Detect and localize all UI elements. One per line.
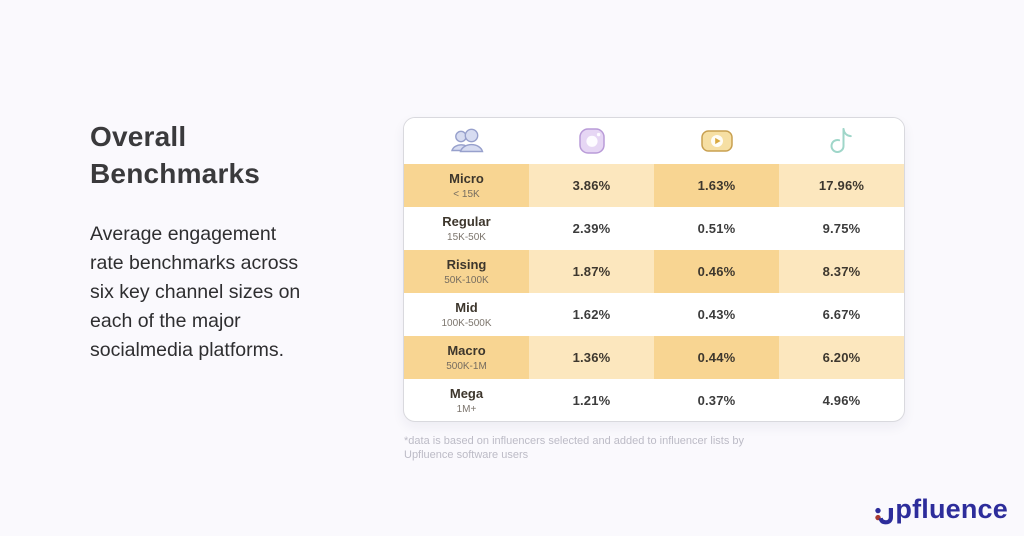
engagement-value: 1.63% — [697, 178, 736, 193]
table-row: Mid 100K-500K 1.62% 0.43% 6.67% — [404, 293, 904, 336]
footnote-line: *data is based on influencers selected a… — [404, 435, 744, 447]
instagram-value-cell: 1.21% — [529, 379, 654, 421]
engagement-value: 6.20% — [822, 350, 861, 365]
youtube-value-cell: 0.46% — [654, 250, 779, 293]
description-line: each of the major — [90, 310, 241, 332]
audience-icon — [447, 126, 487, 156]
data-source-note: *data is based on influencers selected a… — [404, 434, 744, 462]
engagement-value: 1.87% — [572, 264, 611, 279]
engagement-value: 1.36% — [572, 350, 611, 365]
tier-name: Micro — [449, 170, 484, 186]
engagement-value: 0.46% — [697, 264, 736, 279]
youtube-value-cell: 0.44% — [654, 336, 779, 379]
instagram-icon — [577, 126, 607, 156]
tier-range: 500K-1M — [446, 360, 487, 372]
tier-cell: Micro < 15K — [404, 164, 529, 207]
table-row: Micro < 15K 3.86% 1.63% 17.96% — [404, 164, 904, 207]
description-line: six key channel sizes on — [90, 281, 301, 303]
engagement-value: 6.67% — [822, 307, 861, 322]
youtube-value-cell: 0.51% — [654, 207, 779, 250]
table-header-row — [404, 118, 904, 164]
logo-text: pfluence — [895, 494, 1008, 524]
youtube-value-cell: 0.37% — [654, 379, 779, 421]
engagement-value: 17.96% — [818, 178, 865, 193]
engagement-value: 0.51% — [697, 221, 736, 236]
youtube-icon — [700, 128, 734, 154]
table-row: Rising 50K-100K 1.87% 0.46% 8.37% — [404, 250, 904, 293]
description-line: Average engagement — [90, 223, 277, 245]
logo-stylized-u-icon — [875, 507, 894, 525]
tier-name: Macro — [447, 342, 486, 358]
instagram-value-cell: 2.39% — [529, 207, 654, 250]
tier-cell: Macro 500K-1M — [404, 336, 529, 379]
description-line: socialmedia platforms. — [90, 339, 284, 361]
page-title: Overall Benchmarks — [90, 118, 390, 192]
engagement-value: 0.44% — [697, 350, 736, 365]
engagement-value: 9.75% — [822, 221, 861, 236]
instagram-value-cell: 3.86% — [529, 164, 654, 207]
engagement-value: 0.43% — [697, 307, 736, 322]
page-title-line: Overall — [90, 121, 187, 152]
tiktok-value-cell: 17.96% — [779, 164, 904, 207]
intro-block: Overall Benchmarks Average engagement ra… — [90, 118, 390, 365]
tier-cell: Rising 50K-100K — [404, 250, 529, 293]
tier-name: Regular — [442, 213, 491, 229]
instagram-value-cell: 1.87% — [529, 250, 654, 293]
engagement-value: 0.37% — [697, 393, 736, 408]
tier-range: 1M+ — [456, 403, 477, 415]
tiktok-value-cell: 9.75% — [779, 207, 904, 250]
tier-range: < 15K — [453, 188, 480, 200]
tier-range: 100K-500K — [441, 317, 492, 329]
page-title-line: Benchmarks — [90, 158, 261, 189]
instagram-value-cell: 1.36% — [529, 336, 654, 379]
table-row: Mega 1M+ 1.21% 0.37% 4.96% — [404, 379, 904, 421]
description-line: rate benchmarks across — [90, 252, 299, 274]
tier-cell: Regular 15K-50K — [404, 207, 529, 250]
tier-cell: Mega 1M+ — [404, 379, 529, 421]
upfluence-logo: pfluence — [875, 494, 1008, 525]
engagement-value: 2.39% — [572, 221, 611, 236]
benchmarks-table: Micro < 15K 3.86% 1.63% 17.96% Regular 1… — [403, 117, 905, 422]
page-description: Average engagement rate benchmarks acros… — [90, 220, 390, 365]
engagement-value: 1.62% — [572, 307, 611, 322]
tier-name: Mid — [455, 299, 478, 315]
engagement-value: 8.37% — [822, 264, 861, 279]
instagram-value-cell: 1.62% — [529, 293, 654, 336]
tier-range: 15K-50K — [447, 231, 486, 243]
tier-range: 50K-100K — [444, 274, 489, 286]
youtube-value-cell: 0.43% — [654, 293, 779, 336]
engagement-value: 4.96% — [822, 393, 861, 408]
tiktok-value-cell: 6.20% — [779, 336, 904, 379]
tier-name: Rising — [446, 256, 487, 272]
youtube-value-cell: 1.63% — [654, 164, 779, 207]
engagement-value: 3.86% — [572, 178, 611, 193]
tier-name: Mega — [449, 385, 484, 401]
engagement-value: 1.21% — [572, 393, 611, 408]
tiktok-value-cell: 4.96% — [779, 379, 904, 421]
tier-cell: Mid 100K-500K — [404, 293, 529, 336]
table-row: Macro 500K-1M 1.36% 0.44% 6.20% — [404, 336, 904, 379]
tiktok-value-cell: 8.37% — [779, 250, 904, 293]
table-row: Regular 15K-50K 2.39% 0.51% 9.75% — [404, 207, 904, 250]
tiktok-icon — [827, 124, 857, 158]
footnote-line: Upfluence software users — [404, 449, 529, 461]
tiktok-value-cell: 6.67% — [779, 293, 904, 336]
